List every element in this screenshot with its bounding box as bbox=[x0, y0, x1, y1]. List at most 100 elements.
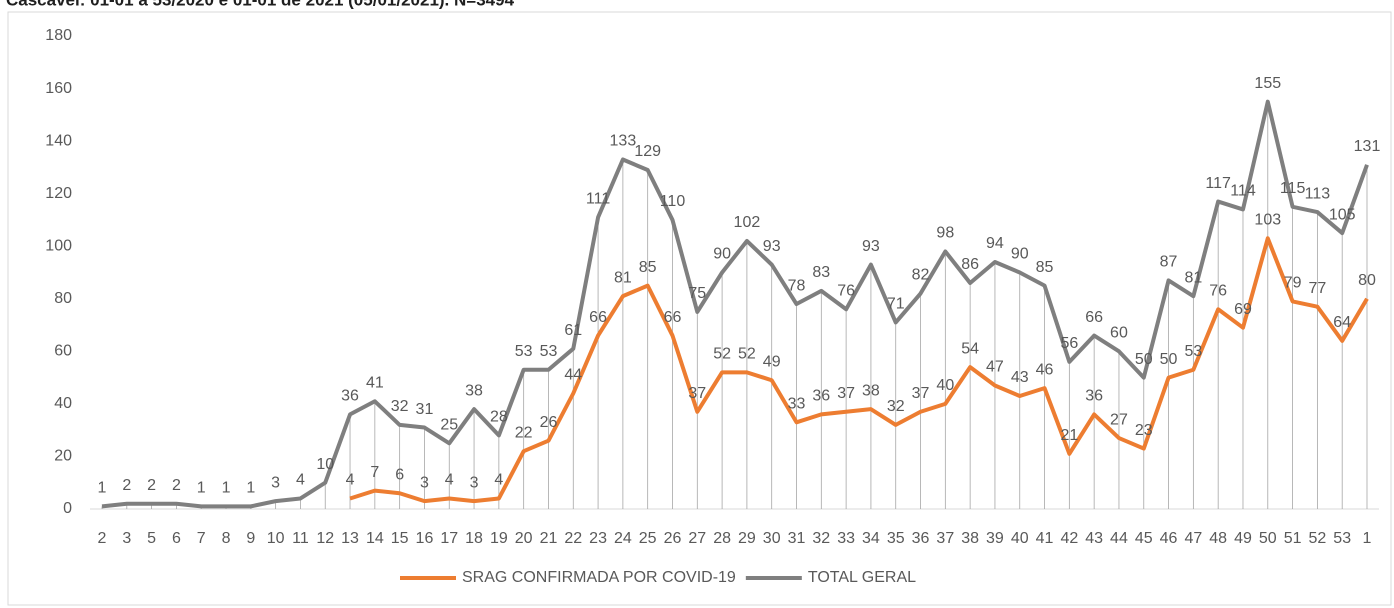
data-label: 3 bbox=[420, 474, 429, 491]
data-label: 36 bbox=[812, 388, 830, 405]
data-label: 26 bbox=[540, 414, 558, 431]
data-label: 2 bbox=[172, 477, 181, 494]
data-label: 27 bbox=[1110, 411, 1128, 428]
x-tick-label: 46 bbox=[1160, 530, 1178, 547]
chart-frame bbox=[7, 11, 1392, 606]
x-tick-label: 19 bbox=[490, 530, 508, 547]
x-tick-label: 45 bbox=[1135, 530, 1153, 547]
series-line bbox=[101, 99, 1369, 509]
data-label: 53 bbox=[540, 343, 558, 360]
data-label: 44 bbox=[564, 367, 582, 384]
x-tick-label: 24 bbox=[614, 530, 632, 547]
data-label: 43 bbox=[1011, 369, 1029, 386]
x-tick-label: 1 bbox=[1363, 530, 1372, 547]
data-label: 66 bbox=[1085, 309, 1103, 326]
data-label: 54 bbox=[961, 340, 979, 357]
x-tick-label: 18 bbox=[465, 530, 483, 547]
data-label: 2 bbox=[122, 477, 131, 494]
data-label: 7 bbox=[370, 464, 379, 481]
data-label: 129 bbox=[634, 143, 661, 160]
data-label: 40 bbox=[936, 377, 954, 394]
data-label: 4 bbox=[494, 472, 503, 489]
x-tick-label: 27 bbox=[688, 530, 706, 547]
data-label: 87 bbox=[1160, 254, 1178, 271]
x-tick-label: 6 bbox=[172, 530, 181, 547]
x-tick-label: 15 bbox=[391, 530, 409, 547]
data-label: 41 bbox=[366, 374, 384, 391]
data-label: 111 bbox=[586, 191, 610, 208]
data-label: 1 bbox=[197, 480, 206, 497]
data-label: 78 bbox=[788, 277, 806, 294]
data-label: 115 bbox=[1280, 180, 1306, 197]
data-label: 71 bbox=[887, 296, 905, 313]
x-tick-label: 47 bbox=[1184, 530, 1202, 547]
chart-title: Cascavel: 01-01 a 53/2020 e 01-01 de 202… bbox=[6, 0, 515, 9]
data-label: 21 bbox=[1060, 427, 1078, 444]
data-label: 76 bbox=[837, 283, 855, 300]
x-tick-label: 16 bbox=[416, 530, 434, 547]
x-tick-label: 8 bbox=[222, 530, 231, 547]
data-label: 37 bbox=[912, 385, 930, 402]
x-tick-label: 11 bbox=[292, 530, 309, 547]
data-label: 50 bbox=[1135, 351, 1153, 368]
data-label: 93 bbox=[763, 238, 781, 255]
data-label: 64 bbox=[1333, 314, 1351, 331]
x-tick-label: 23 bbox=[589, 530, 607, 547]
x-tick-label: 52 bbox=[1308, 530, 1326, 547]
x-tick-label: 28 bbox=[713, 530, 731, 547]
x-tick-label: 32 bbox=[812, 530, 830, 547]
data-label: 77 bbox=[1308, 280, 1326, 297]
x-tick-label: 41 bbox=[1036, 530, 1054, 547]
x-tick-label: 2 bbox=[98, 530, 107, 547]
x-tick-label: 5 bbox=[147, 530, 156, 547]
data-label: 155 bbox=[1254, 75, 1281, 92]
x-tick-label: 39 bbox=[986, 530, 1004, 547]
x-tick-label: 35 bbox=[887, 530, 905, 547]
series-line bbox=[349, 236, 1369, 504]
x-tick-label: 38 bbox=[961, 530, 979, 547]
data-label: 80 bbox=[1358, 272, 1376, 289]
data-label: 76 bbox=[1209, 283, 1227, 300]
data-label: 81 bbox=[1184, 269, 1202, 286]
data-label: 52 bbox=[738, 346, 756, 363]
data-label: 50 bbox=[1160, 351, 1178, 368]
data-label: 4 bbox=[346, 472, 355, 489]
data-label: 10 bbox=[316, 456, 334, 473]
x-tick-label: 30 bbox=[763, 530, 781, 547]
x-tick-label: 9 bbox=[246, 530, 255, 547]
data-label: 53 bbox=[1184, 343, 1202, 360]
y-tick-label: 160 bbox=[45, 80, 72, 97]
legend-label: TOTAL GERAL bbox=[808, 569, 916, 586]
x-tick-label: 43 bbox=[1085, 530, 1103, 547]
data-label: 53 bbox=[515, 343, 533, 360]
data-label: 3 bbox=[470, 474, 479, 491]
x-tick-label: 37 bbox=[936, 530, 954, 547]
x-tick-label: 22 bbox=[564, 530, 582, 547]
data-label: 38 bbox=[862, 382, 880, 399]
data-label: 85 bbox=[639, 259, 657, 276]
y-tick-label: 180 bbox=[45, 27, 72, 44]
data-label: 75 bbox=[688, 285, 706, 302]
data-label: 56 bbox=[1060, 335, 1078, 352]
data-label: 4 bbox=[445, 472, 454, 489]
data-label: 94 bbox=[986, 235, 1004, 252]
data-label: 1 bbox=[98, 480, 107, 497]
data-label: 36 bbox=[1085, 388, 1103, 405]
data-label: 113 bbox=[1305, 185, 1331, 202]
data-label: 103 bbox=[1254, 212, 1281, 229]
y-tick-label: 20 bbox=[54, 448, 72, 465]
data-label: 90 bbox=[713, 246, 731, 263]
data-label: 47 bbox=[986, 359, 1004, 376]
x-tick-label: 36 bbox=[912, 530, 930, 547]
x-tick-label: 31 bbox=[788, 530, 806, 547]
data-label: 81 bbox=[614, 269, 632, 286]
x-tick-label: 7 bbox=[197, 530, 206, 547]
data-label: 2 bbox=[147, 477, 156, 494]
y-tick-label: 60 bbox=[54, 343, 72, 360]
data-label: 93 bbox=[862, 238, 880, 255]
x-tick-label: 53 bbox=[1333, 530, 1351, 547]
y-tick-label: 120 bbox=[45, 185, 72, 202]
data-label: 85 bbox=[1036, 259, 1054, 276]
data-label: 22 bbox=[515, 424, 533, 441]
